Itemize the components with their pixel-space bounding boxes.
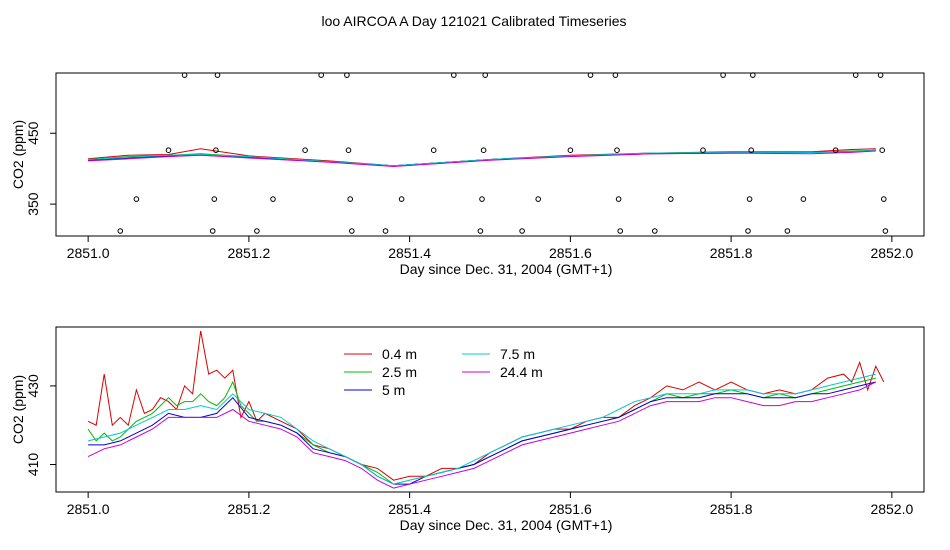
series-line-5-m <box>88 381 876 485</box>
x-tick-label: 2851.0 <box>67 245 110 261</box>
calibration-point <box>477 228 484 234</box>
calibration-point <box>750 72 756 78</box>
series-line-2-5-m <box>87 377 876 485</box>
y-tick-label: 410 <box>25 453 41 477</box>
y-tick-label: 450 <box>25 121 41 145</box>
axis-frame: 2851.0 2851.2 2851.4 2851.6 2851.8 2852.0 350 4… <box>10 72 925 277</box>
calibration-point <box>615 196 622 202</box>
calibration-point <box>881 196 887 202</box>
calibration-point <box>181 72 188 78</box>
calibration-point <box>567 147 574 153</box>
calibration-point <box>519 228 525 234</box>
y-axis-label: CO2 (ppm) <box>10 375 26 444</box>
x-tick-label: 2851.4 <box>388 245 431 261</box>
calibration-point <box>617 228 624 234</box>
calibration-point <box>345 147 352 153</box>
x-tick-label: 2851.8 <box>710 501 753 517</box>
x-tick-label: 2852.0 <box>870 245 913 261</box>
x-tick-label: 2852.0 <box>870 501 913 517</box>
calibration-point <box>382 228 389 234</box>
calibration-point <box>784 228 791 234</box>
legend-label: 5 m <box>382 382 405 398</box>
calibration-point <box>347 196 354 202</box>
calibration-point <box>879 147 886 153</box>
calibration-point <box>882 228 889 234</box>
calibration-point <box>852 72 859 78</box>
y-tick-label: 430 <box>25 374 41 398</box>
x-tick-label: 2851.0 <box>67 501 110 517</box>
calibration-point <box>451 72 457 78</box>
calibration-point <box>254 228 260 234</box>
axis-frame: 2851.0 2851.2 2851.4 2851.6 2851.8 2852.0 410 4… <box>10 326 925 533</box>
top-panel: 2851.0 2851.2 2851.4 2851.6 2851.8 2852.0 350 4… <box>10 72 925 277</box>
x-axis-label: Day since Dec. 31, 2004 (GMT+1) <box>400 517 613 533</box>
legend-label: 0.4 m <box>382 346 417 362</box>
x-tick-label: 2851.2 <box>227 501 270 517</box>
calibration-point <box>398 196 405 202</box>
calibration-point <box>482 72 489 78</box>
legend-label: 24.4 m <box>500 364 543 380</box>
series-line-24-4-m <box>87 381 877 489</box>
calibration-point <box>165 147 172 153</box>
plot-frame <box>55 326 925 493</box>
y-tick-label: 350 <box>25 192 41 216</box>
x-tick-label: 2851.6 <box>549 245 592 261</box>
calibration-point <box>746 196 753 202</box>
calibration-point <box>133 196 140 202</box>
calibration-point <box>302 147 308 153</box>
x-axis-label: Day since Dec. 31, 2004 (GMT+1) <box>400 261 613 277</box>
series-line-7-5-m <box>88 149 876 167</box>
calibration-point <box>535 196 542 202</box>
x-tick-label: 2851.2 <box>227 245 270 261</box>
series-line-24-4-m <box>88 150 876 168</box>
calibration-point <box>214 72 221 78</box>
calibration-point <box>612 72 619 78</box>
calibration-point <box>832 147 839 153</box>
calibration-point <box>748 147 755 153</box>
x-tick-label: 2851.4 <box>388 501 431 517</box>
calibration-point <box>213 147 219 153</box>
calibration-point <box>480 147 487 153</box>
legend: 0.4 m 2.5 m 5 m 7.5 m 24.4 m <box>344 346 543 398</box>
calibration-point <box>720 72 726 78</box>
calibration-point <box>344 72 350 78</box>
calibration-point <box>668 196 674 202</box>
series-line-7-5-m <box>87 373 876 485</box>
x-tick-label: 2851.8 <box>710 245 753 261</box>
calibration-point <box>652 228 658 234</box>
series-group <box>87 330 885 489</box>
calibration-point <box>270 196 276 202</box>
calibration-point <box>700 147 706 153</box>
legend-label: 2.5 m <box>382 364 417 380</box>
calibration-point <box>800 196 807 202</box>
calibration-point <box>587 72 594 78</box>
series-group <box>88 148 876 168</box>
figure-title: loo AIRCOA A Day 121021 Calibrated Times… <box>321 13 626 29</box>
calibration-points <box>117 72 889 234</box>
calibration-point <box>209 228 216 234</box>
calibration-point <box>349 228 355 234</box>
calibration-point <box>318 72 325 78</box>
y-axis-label: CO2 (ppm) <box>10 120 26 189</box>
legend-label: 7.5 m <box>500 346 535 362</box>
x-tick-label: 2851.6 <box>549 501 592 517</box>
calibration-point <box>877 72 884 78</box>
calibration-point <box>745 228 751 234</box>
calibration-point <box>479 196 485 202</box>
bottom-panel: 2851.0 2851.2 2851.4 2851.6 2851.8 2852.0 410 4… <box>10 326 925 533</box>
calibration-point <box>117 228 124 234</box>
calibration-point <box>614 147 620 153</box>
calibration-point <box>430 147 437 153</box>
plot-frame <box>55 72 925 237</box>
calibration-point <box>211 196 218 202</box>
